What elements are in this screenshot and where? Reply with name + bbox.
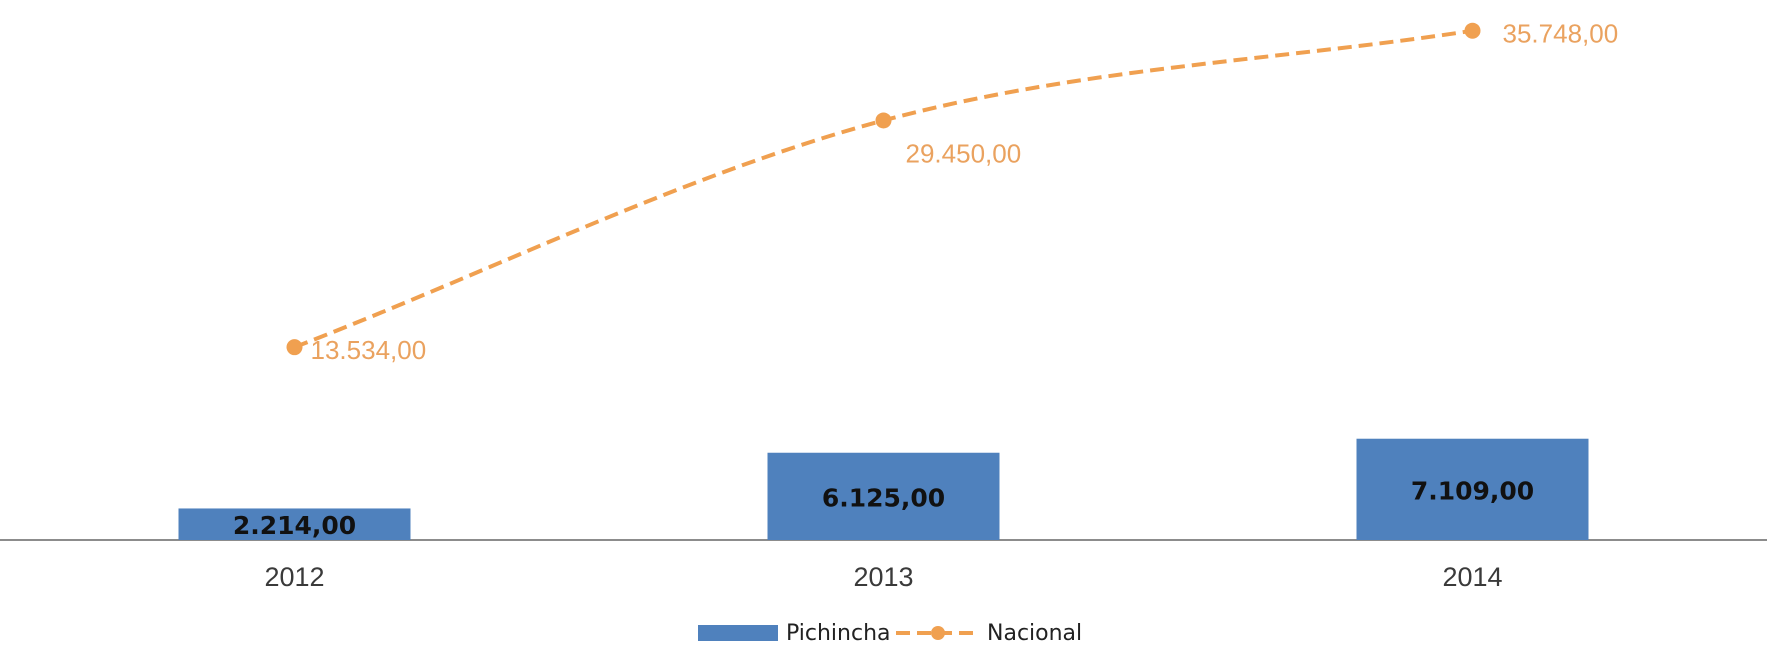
bar-label-pichincha-2013: 6.125,00 bbox=[822, 483, 945, 512]
bar-label-pichincha-2012: 2.214,00 bbox=[233, 511, 356, 540]
bar-label-group: 2.214,00 6.125,00 7.109,00 bbox=[233, 476, 1534, 540]
x-tick-label-2012: 2012 bbox=[264, 562, 324, 592]
data-label-nacional-2012: 13.534,00 bbox=[311, 335, 427, 365]
marker-nacional-2013 bbox=[875, 112, 892, 129]
bar-label-pichincha-2014: 7.109,00 bbox=[1411, 476, 1534, 505]
bar-pichincha-2012 bbox=[178, 508, 411, 540]
bar-pichincha-2014 bbox=[1356, 438, 1589, 540]
bar-pichincha-2013 bbox=[767, 452, 1000, 540]
legend-label-pichincha: Pichincha bbox=[786, 621, 891, 645]
x-tick-label-2013: 2013 bbox=[853, 562, 913, 592]
line-series-group: 13.534,00 29.450,00 35.748,00 bbox=[286, 19, 1619, 365]
marker-nacional-2012 bbox=[286, 339, 303, 356]
legend-marker-nacional bbox=[931, 626, 945, 640]
marker-nacional-2014 bbox=[1464, 22, 1481, 39]
data-label-nacional-2014: 35.748,00 bbox=[1503, 19, 1619, 49]
bar-series-group bbox=[178, 438, 1589, 540]
data-label-nacional-2013: 29.450,00 bbox=[906, 138, 1022, 168]
line-nacional bbox=[293, 28, 1473, 350]
x-tick-label-2014: 2014 bbox=[1442, 562, 1502, 592]
legend-label-nacional: Nacional bbox=[987, 621, 1082, 645]
x-tick-label-group: 2012 2013 2014 bbox=[264, 562, 1502, 592]
legend: Pichincha Nacional bbox=[698, 621, 1082, 645]
legend-swatch-pichincha bbox=[698, 625, 778, 641]
